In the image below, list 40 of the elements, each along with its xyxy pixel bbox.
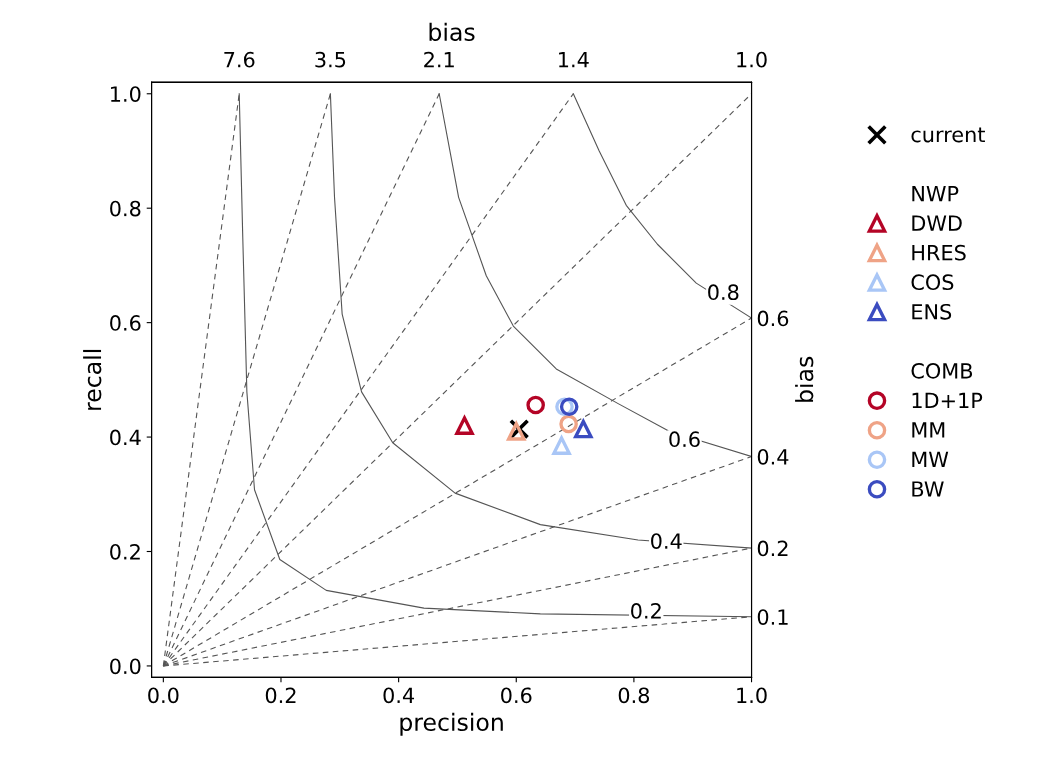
y-tick-label: 0.8: [110, 200, 141, 217]
y2-tick-label: 0.6: [757, 310, 789, 327]
legend-label: MM: [912, 422, 945, 438]
annotation: 0.2: [631, 603, 661, 619]
annotation: 0.8: [708, 284, 739, 301]
legend-label: MW: [912, 451, 949, 468]
x2-axis-title: bias: [429, 22, 475, 41]
legend-label: HRES: [912, 244, 966, 261]
y2-tick-label: 0.4: [757, 448, 789, 465]
legend-label: current: [911, 127, 985, 143]
annotation: 7.6: [224, 51, 255, 68]
annotation: 0.4: [651, 533, 682, 549]
text: NWP: [912, 186, 959, 202]
y2-tick-label: 0.1: [757, 609, 788, 625]
y-axis-title: recall: [83, 349, 102, 410]
legend-label: BW: [912, 481, 944, 497]
legend-label: COS: [911, 274, 954, 291]
y2-axis-title: bias: [795, 356, 814, 402]
y-tick-label: 0.2: [110, 543, 140, 560]
y-tick-label: 1.0: [111, 86, 141, 102]
y2-tick-label: 0.2: [757, 540, 788, 557]
x-tick-label: 0.8: [618, 687, 650, 704]
legend-label: ENS: [912, 303, 952, 320]
legend-label: 1D+1P: [912, 392, 983, 408]
annotation: 2.1: [424, 51, 454, 68]
x-tick-label: 1.0: [737, 687, 767, 704]
y-tick-label: 0.4: [110, 429, 141, 446]
x-tick-label: 0.4: [383, 687, 415, 704]
x-tick-label: 0.6: [501, 687, 532, 704]
y-tick-label: 0.0: [110, 658, 141, 675]
annotation: 1.0: [737, 51, 767, 68]
text: COMB: [911, 362, 973, 379]
x-axis-title: precision: [400, 712, 503, 736]
legend-label: DWD: [912, 215, 962, 231]
annotation: 0.6: [669, 431, 700, 448]
annotation: 3.5: [315, 51, 346, 68]
annotation: 1.4: [559, 52, 589, 68]
x-tick-label: 0.2: [265, 687, 296, 704]
x-tick-label: 0.0: [148, 687, 179, 704]
y-tick-label: 0.6: [110, 315, 141, 331]
